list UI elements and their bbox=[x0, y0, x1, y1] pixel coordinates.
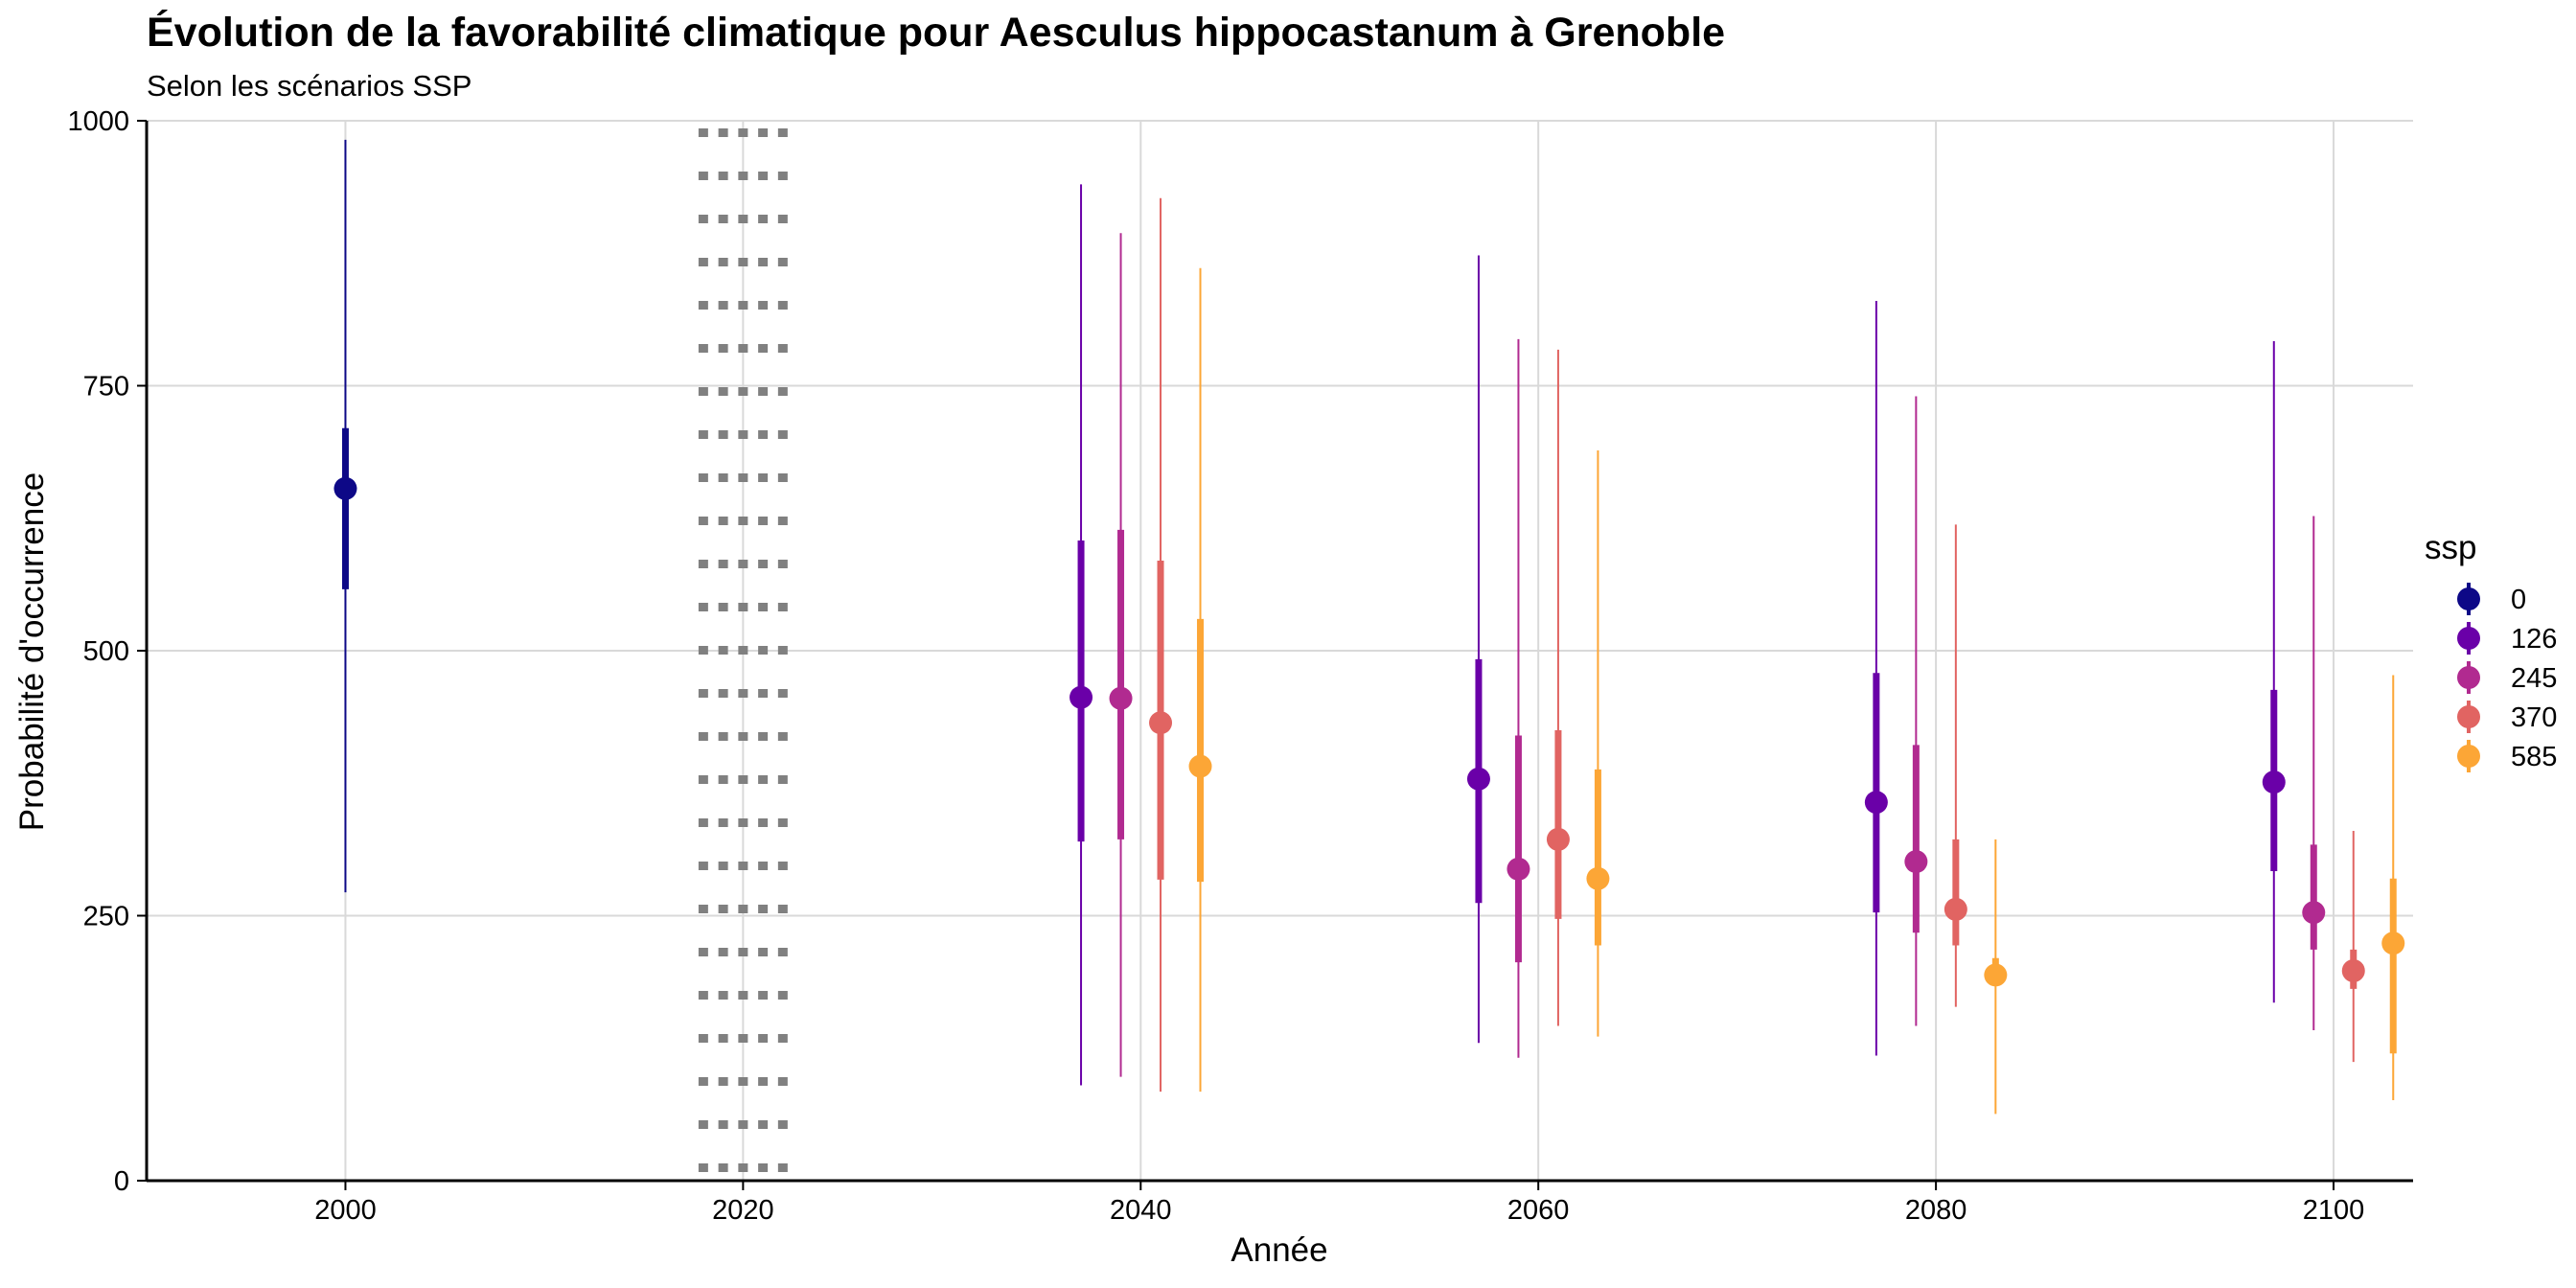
y-tick-label-250: 250 bbox=[83, 902, 129, 932]
series-0 bbox=[334, 139, 357, 893]
legend-key-point-585 bbox=[2457, 745, 2480, 768]
point-370-2081 bbox=[1944, 897, 1967, 921]
point-245-2039 bbox=[1109, 686, 1133, 710]
y-tick-label-0: 0 bbox=[114, 1166, 129, 1197]
point-126-2097 bbox=[2262, 770, 2286, 794]
x-tick-label-2020: 2020 bbox=[712, 1195, 774, 1226]
point-126-2057 bbox=[1466, 767, 1490, 791]
point-370-2101 bbox=[2341, 959, 2365, 983]
x-tick-label-2000: 2000 bbox=[314, 1195, 377, 1226]
point-0-2000 bbox=[334, 476, 357, 500]
x-tick-label-2040: 2040 bbox=[1110, 1195, 1172, 1226]
series-245 bbox=[1109, 233, 2326, 1077]
point-370-2061 bbox=[1546, 827, 1570, 851]
y-axis-title: Probabilité d'occurrence bbox=[13, 472, 51, 831]
y-tick-label-750: 750 bbox=[83, 372, 129, 402]
point-245-2099 bbox=[2302, 901, 2326, 925]
legend: ssp 0 126 245 370 585 bbox=[2425, 529, 2557, 772]
point-585-2063 bbox=[1586, 866, 1610, 890]
plot-marks bbox=[334, 139, 2405, 1115]
legend-key-370 bbox=[2457, 701, 2480, 733]
x-tick-label-2100: 2100 bbox=[2303, 1195, 2365, 1226]
x-tick-label-2060: 2060 bbox=[1507, 1195, 1570, 1226]
chart-subtitle: Selon les scénarios SSP bbox=[147, 69, 472, 103]
y-tick-label-500: 500 bbox=[83, 636, 129, 667]
legend-key-point-370 bbox=[2457, 705, 2480, 728]
point-585-2043 bbox=[1188, 754, 1212, 778]
legend-label-0: 0 bbox=[2511, 585, 2526, 615]
series-370 bbox=[1149, 197, 2365, 1092]
series-585 bbox=[1188, 267, 2405, 1115]
x-tick-label-2080: 2080 bbox=[1905, 1195, 1967, 1226]
point-126-2077 bbox=[1864, 791, 1888, 815]
x-axis-ticks: 2000 2020 2040 2060 2080 2100 bbox=[314, 1181, 2364, 1226]
point-585-2103 bbox=[2381, 932, 2405, 955]
point-245-2079 bbox=[1904, 850, 1928, 874]
legend-key-point-0 bbox=[2457, 587, 2480, 610]
legend-key-585 bbox=[2457, 740, 2480, 772]
reference-band bbox=[698, 121, 788, 1181]
chart-title: Évolution de la favorabilité climatique … bbox=[147, 10, 1725, 56]
legend-key-point-126 bbox=[2457, 627, 2480, 650]
legend-label-370: 370 bbox=[2511, 702, 2557, 733]
x-axis-title: Année bbox=[1230, 1231, 1327, 1269]
grid bbox=[147, 120, 2413, 1182]
legend-key-126 bbox=[2457, 622, 2480, 655]
point-370-2041 bbox=[1149, 711, 1173, 735]
series-126 bbox=[1070, 184, 2286, 1086]
y-axis-ticks: 0 250 500 750 1000 bbox=[67, 106, 147, 1197]
point-245-2059 bbox=[1506, 857, 1530, 881]
legend-key-point-245 bbox=[2457, 666, 2480, 689]
legend-label-126: 126 bbox=[2511, 624, 2557, 655]
point-585-2083 bbox=[1984, 963, 2008, 987]
y-tick-label-1000: 1000 bbox=[67, 106, 129, 137]
legend-label-245: 245 bbox=[2511, 663, 2557, 694]
point-126-2037 bbox=[1070, 685, 1093, 709]
legend-key-0 bbox=[2457, 583, 2480, 615]
legend-label-585: 585 bbox=[2511, 742, 2557, 772]
legend-key-245 bbox=[2457, 661, 2480, 694]
legend-title: ssp bbox=[2425, 529, 2476, 566]
